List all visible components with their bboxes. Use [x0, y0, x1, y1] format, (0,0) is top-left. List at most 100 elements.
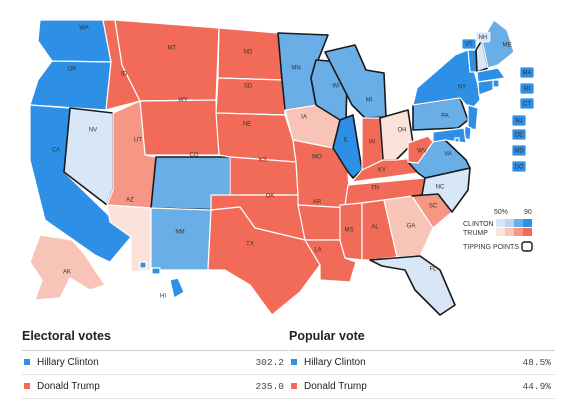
legend-trump-shade [505, 228, 514, 236]
state-md[interactable] [432, 127, 467, 144]
candidate-name: Donald Trump [37, 381, 100, 392]
state-box-ma[interactable] [519, 66, 535, 79]
electoral-value: 235.0 [255, 381, 284, 392]
state-me[interactable] [481, 19, 515, 69]
popular-row-clinton: Hillary Clinton 48.5% [289, 351, 555, 375]
state-box-nh[interactable] [475, 31, 491, 43]
state-hi[interactable] [139, 261, 185, 299]
state-label-ia: IA [301, 115, 307, 121]
popular-value: 44.9% [522, 381, 551, 392]
state-label-ky: KY [378, 168, 386, 174]
electoral-row-trump: Donald Trump 235.0 [22, 375, 288, 399]
state-label-id: ID [121, 72, 128, 78]
state-label-ak: AK [63, 270, 71, 276]
state-label-wv: WV [417, 149, 427, 155]
popular-vote-title: Popular vote [289, 322, 555, 351]
state-box-ct[interactable] [519, 97, 535, 110]
state-label-ms: MS [345, 228, 354, 234]
state-ct[interactable] [477, 79, 494, 96]
state-fl[interactable] [369, 255, 456, 316]
state-box-de[interactable] [511, 128, 527, 141]
state-ri[interactable] [492, 79, 500, 88]
electoral-row-clinton: Hillary Clinton 302.2 [22, 351, 288, 375]
state-label-al: AL [371, 225, 379, 231]
state-label-nh: NH [479, 35, 488, 41]
state-label-ct: CT [523, 102, 531, 108]
state-wy[interactable] [139, 99, 220, 156]
popular-vote-panel: Popular vote Hillary Clinton 48.5% Donal… [289, 322, 555, 399]
state-label-nv: NV [89, 128, 97, 134]
state-label-fl: FL [429, 267, 437, 273]
state-label-nm: NM [175, 230, 184, 236]
state-label-ny: NY [458, 85, 466, 91]
state-label-sc: SC [429, 204, 438, 210]
state-label-ar: AR [313, 200, 322, 206]
legend-clinton-label: CLINTON [463, 221, 494, 228]
trump-swatch [291, 382, 297, 389]
candidate-name: Hillary Clinton [37, 357, 99, 368]
state-il[interactable] [332, 114, 363, 179]
state-labels-layer: WA OR CA NV ID MT WY UT AZ CO NM ND SD NE KS OK TX MN IA MO… [52, 26, 512, 300]
state-box-vt[interactable] [461, 38, 477, 50]
legend-clinton-shade [496, 219, 505, 227]
state-label-il: IL [343, 138, 349, 144]
state-label-ma: MA [523, 71, 532, 77]
electoral-votes-title: Electoral votes [22, 322, 288, 351]
state-tx[interactable] [207, 206, 321, 316]
state-mi[interactable] [324, 44, 387, 119]
us-election-map: WA OR CA NV ID MT WY UT AZ CO NM ND SD NE KS OK TX MN IA MO… [29, 19, 535, 316]
legend-trump-shade [514, 228, 523, 236]
state-label-mi: MI [366, 98, 373, 104]
state-label-wy: WY [178, 98, 188, 104]
state-label-tn: TN [371, 186, 379, 192]
electoral-value: 302.2 [255, 357, 284, 368]
state-label-la: LA [314, 248, 321, 254]
state-wa[interactable] [37, 19, 112, 63]
state-oh[interactable] [379, 109, 414, 161]
legend-clinton-shade [505, 219, 514, 227]
state-box-nj[interactable] [511, 114, 527, 127]
legend-trump-label: TRUMP [463, 230, 488, 237]
state-wv[interactable] [407, 135, 434, 164]
legend-tipping-label: TIPPING POINTS [463, 244, 519, 251]
clinton-swatch [24, 358, 30, 365]
state-label-de: DE [515, 133, 523, 139]
legend-pct-low: 50% [494, 209, 508, 216]
states-layer [29, 19, 515, 316]
state-nc[interactable] [411, 167, 471, 213]
state-ma[interactable] [476, 67, 506, 83]
state-label-va: VA [444, 152, 452, 158]
state-label-wa: WA [79, 26, 88, 32]
state-label-wi: WI [332, 84, 340, 90]
state-label-nc: NC [436, 185, 445, 191]
legend-clinton-shade [514, 219, 523, 227]
state-label-ok: OK [266, 194, 275, 200]
state-label-me: ME [503, 43, 512, 49]
legend-trump-shade [496, 228, 505, 236]
state-label-oh: OH [398, 128, 407, 134]
state-label-pa: PA [441, 114, 449, 120]
state-label-co: CO [190, 153, 199, 159]
state-label-mt: MT [168, 46, 177, 52]
state-ak[interactable] [29, 234, 106, 301]
state-ga[interactable] [383, 195, 434, 258]
state-ms[interactable] [339, 202, 363, 261]
state-label-nd: ND [244, 50, 253, 56]
state-label-sd: SD [244, 84, 253, 90]
candidate-name: Hillary Clinton [304, 357, 366, 368]
state-ne[interactable] [215, 112, 297, 163]
state-box-ri[interactable] [519, 82, 535, 95]
state-box-md[interactable] [511, 144, 527, 157]
clinton-swatch [291, 358, 297, 365]
map-legend: 50% 90 CLINTON TRUMP TIPPING POINTS [463, 209, 533, 252]
state-label-hi: HI [160, 294, 166, 300]
state-box-dc[interactable] [511, 160, 527, 173]
state-label-ri: RI [524, 87, 530, 93]
state-label-dc: DC [515, 165, 524, 171]
state-nm[interactable] [150, 207, 212, 271]
state-label-mn: MN [291, 66, 300, 72]
popular-value: 48.5% [522, 357, 551, 368]
small-state-boxes: VT NH MA RI CT NJ DE MD DC [461, 31, 535, 173]
state-nj[interactable] [467, 104, 479, 131]
state-dc[interactable] [454, 137, 460, 143]
